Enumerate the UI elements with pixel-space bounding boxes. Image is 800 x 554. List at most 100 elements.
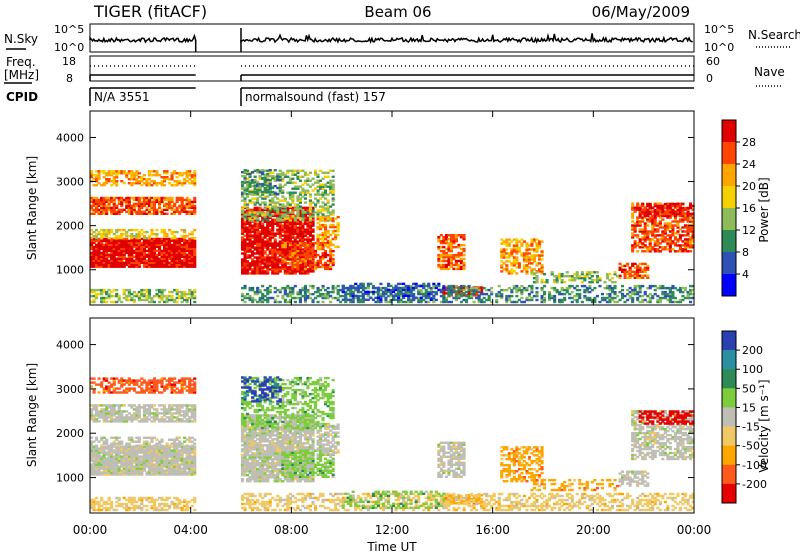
rti-cell bbox=[643, 230, 647, 233]
rti-cell bbox=[666, 248, 670, 251]
rti-cell bbox=[278, 203, 282, 206]
rti-cell bbox=[168, 245, 172, 249]
rti-cell bbox=[246, 185, 250, 188]
rti-cell bbox=[256, 252, 260, 255]
rti-cell bbox=[251, 270, 255, 273]
rti-cell bbox=[175, 230, 179, 234]
rti-cell bbox=[643, 238, 647, 241]
rti-cell bbox=[608, 288, 612, 292]
rti-cell bbox=[356, 288, 360, 292]
rti-cell bbox=[668, 236, 672, 239]
rti-cell bbox=[142, 294, 146, 298]
rti-cell bbox=[266, 226, 270, 229]
rti-cell bbox=[487, 298, 491, 302]
rti-cell bbox=[256, 256, 260, 259]
rti-cell bbox=[125, 298, 129, 302]
rti-cell bbox=[535, 262, 539, 265]
rti-cell bbox=[326, 265, 330, 269]
rti-cell bbox=[288, 236, 292, 239]
rti-cell bbox=[268, 250, 272, 253]
rti-cell bbox=[241, 192, 245, 196]
rti-cell bbox=[283, 228, 287, 231]
rti-cell bbox=[376, 300, 380, 304]
rti-cell bbox=[303, 288, 307, 292]
rti-cell bbox=[286, 224, 290, 227]
rti-cell bbox=[308, 247, 312, 251]
rti-cell bbox=[188, 212, 192, 215]
noise-right-tick-top: 10^5 bbox=[704, 23, 734, 36]
rti-cell bbox=[170, 212, 174, 215]
rti-cell bbox=[145, 239, 149, 243]
rti-cell bbox=[465, 294, 469, 298]
rti-cell bbox=[92, 465, 96, 468]
rti-cell bbox=[243, 284, 247, 288]
rti-cell bbox=[92, 445, 96, 448]
rti-cell bbox=[560, 288, 564, 292]
rti-cell bbox=[384, 288, 388, 292]
rti-cell bbox=[548, 290, 552, 294]
rti-cell bbox=[127, 172, 131, 175]
rti-cell bbox=[653, 248, 657, 251]
rti-cell bbox=[673, 214, 677, 218]
rti-cell bbox=[381, 294, 385, 297]
rti-cell bbox=[188, 210, 192, 213]
rti-cell bbox=[188, 261, 192, 264]
rti-cell bbox=[125, 237, 129, 241]
rti-cell bbox=[271, 260, 275, 263]
rti-cell bbox=[324, 215, 328, 218]
rti-cell bbox=[490, 286, 494, 290]
rti-cell bbox=[631, 248, 635, 251]
rti-cell bbox=[676, 230, 680, 233]
rti-cell bbox=[666, 214, 670, 218]
rti-cell bbox=[286, 252, 290, 255]
rti-cell bbox=[160, 208, 164, 212]
rti-cell bbox=[686, 214, 690, 218]
rti-cell bbox=[507, 256, 511, 259]
rti-cell bbox=[127, 290, 131, 294]
rti-cell bbox=[122, 290, 126, 294]
rti-cell bbox=[638, 276, 642, 279]
rti-cell bbox=[243, 178, 247, 182]
rti-cell bbox=[281, 195, 285, 198]
rti-cell bbox=[673, 202, 677, 206]
rti-cell bbox=[349, 288, 353, 292]
rti-cell bbox=[288, 249, 292, 253]
rti-cell bbox=[281, 216, 285, 219]
rti-cell bbox=[311, 243, 315, 247]
rti-cell bbox=[407, 284, 411, 288]
rti-cell bbox=[185, 174, 189, 177]
rti-cell bbox=[92, 447, 96, 450]
rti-cell bbox=[308, 270, 312, 273]
rti-cell bbox=[271, 228, 275, 231]
rti-cell bbox=[636, 206, 640, 209]
rti-cell bbox=[155, 170, 159, 173]
rti-cell bbox=[296, 270, 300, 273]
rti-cell bbox=[278, 230, 282, 233]
rti-cell bbox=[158, 202, 162, 206]
rti-cell bbox=[155, 239, 159, 243]
rti-cell bbox=[110, 255, 114, 258]
rti-cell bbox=[145, 206, 149, 210]
rti-cell bbox=[658, 212, 662, 215]
rti-cell bbox=[183, 247, 187, 251]
rti-cell bbox=[326, 211, 330, 214]
rti-cell bbox=[256, 208, 260, 212]
rti-cell bbox=[100, 296, 104, 300]
rti-cell bbox=[439, 263, 443, 267]
rti-cell bbox=[241, 266, 245, 269]
rti-cell bbox=[168, 265, 172, 268]
rti-cell bbox=[646, 214, 650, 218]
rti-cell bbox=[178, 182, 182, 185]
rti-cell bbox=[278, 186, 282, 190]
rti-cell bbox=[283, 258, 287, 261]
rti-cell bbox=[618, 274, 622, 277]
rti-cell bbox=[288, 258, 292, 261]
rti-cell bbox=[293, 169, 297, 172]
rti-cell bbox=[100, 251, 104, 255]
rti-cell bbox=[648, 300, 652, 304]
rti-cell bbox=[150, 237, 154, 241]
rti-cell bbox=[137, 290, 141, 294]
rti-cell bbox=[140, 255, 144, 258]
rti-cell bbox=[376, 288, 380, 292]
rti-cell bbox=[329, 267, 333, 271]
